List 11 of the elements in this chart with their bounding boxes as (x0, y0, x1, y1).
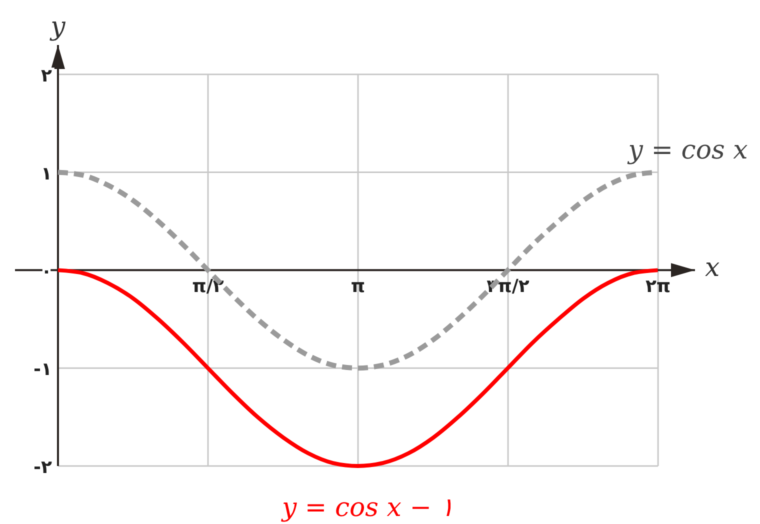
series-label: y = cos x (627, 135, 748, 166)
x-tick-label: ۲π (645, 276, 671, 298)
y-axis-title: y (50, 12, 66, 42)
y-tick-label: ۲ (40, 65, 52, 86)
y-tick-label: ۱ (40, 163, 52, 184)
x-tick-label: π (350, 276, 366, 298)
x-tick-label: π/۲ (192, 276, 224, 298)
x-axis-title: x (705, 253, 720, 284)
series-label: y = cos x − ۱ (280, 493, 454, 523)
y-tick-label: -۱ (34, 359, 52, 380)
y-tick-label: -۲ (34, 457, 52, 478)
